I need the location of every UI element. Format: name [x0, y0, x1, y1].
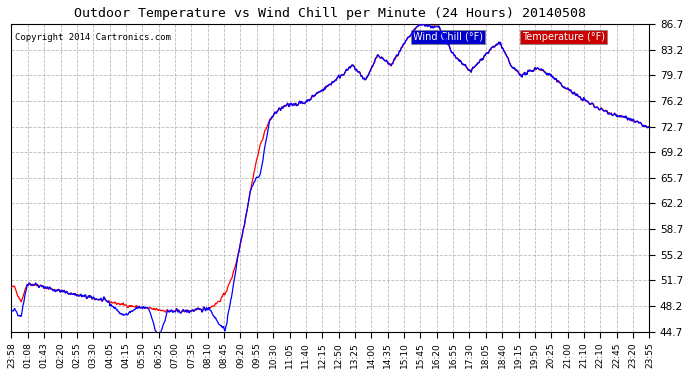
Text: Copyright 2014 Cartronics.com: Copyright 2014 Cartronics.com — [14, 33, 170, 42]
Text: Temperature (°F): Temperature (°F) — [522, 32, 605, 42]
Title: Outdoor Temperature vs Wind Chill per Minute (24 Hours) 20140508: Outdoor Temperature vs Wind Chill per Mi… — [75, 7, 586, 20]
Text: Wind Chill (°F): Wind Chill (°F) — [413, 32, 484, 42]
